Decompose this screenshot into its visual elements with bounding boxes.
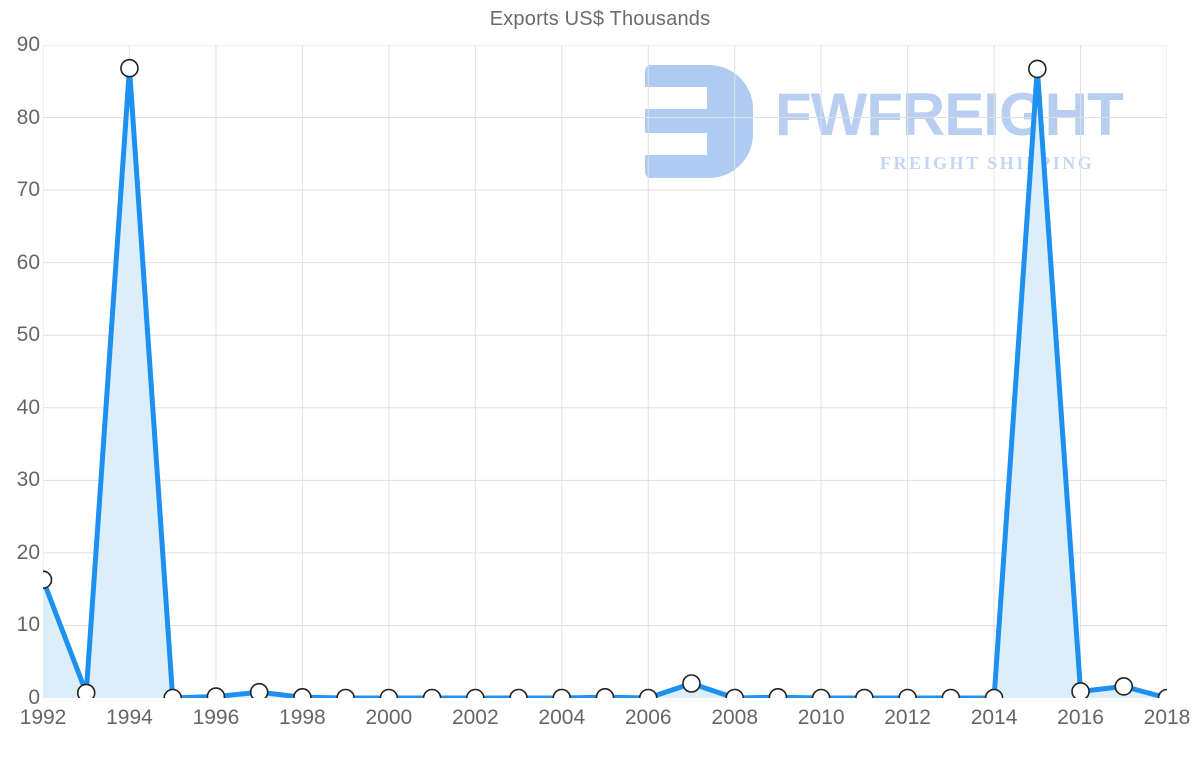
chart-title: Exports US$ Thousands [489, 8, 711, 30]
series-area-fill [43, 68, 1167, 698]
data-point-marker[interactable] [811, 688, 831, 699]
y-axis-tick-label: 30 [16, 468, 40, 492]
data-point-marker[interactable] [249, 682, 269, 698]
y-axis-tick-label: 10 [16, 613, 40, 637]
x-axis-tick-label: 1994 [106, 706, 153, 729]
data-point-marker[interactable] [725, 688, 744, 699]
data-point-marker[interactable] [509, 688, 528, 699]
data-point-marker[interactable] [120, 58, 139, 78]
x-axis-tick-label: 2018 [1143, 706, 1191, 729]
data-point-marker[interactable] [76, 683, 96, 698]
data-point-marker[interactable] [984, 688, 1004, 699]
plot-svg [43, 45, 1167, 698]
y-axis-tick-label: 70 [16, 178, 40, 202]
y-axis-tick-label: 90 [16, 33, 40, 56]
data-point-marker[interactable] [898, 688, 917, 699]
data-point-marker[interactable] [941, 688, 961, 699]
data-point-marker[interactable] [855, 688, 874, 699]
y-axis-tick-label: 0 [28, 686, 40, 709]
x-axis-tick-label: 2014 [970, 706, 1018, 729]
y-axis-tick-label: 60 [16, 250, 40, 274]
data-point-marker[interactable] [1071, 682, 1090, 698]
data-point-marker[interactable] [206, 687, 226, 698]
series-markers [43, 58, 1168, 699]
x-axis-tick-label: 2008 [711, 706, 759, 729]
data-point-marker[interactable] [379, 688, 399, 699]
data-point-marker[interactable] [43, 570, 53, 590]
y-axis-tick-label: 50 [16, 323, 40, 347]
data-point-marker[interactable] [552, 688, 572, 699]
data-point-marker[interactable] [1028, 59, 1047, 79]
x-axis-tick-label: 2012 [884, 706, 931, 729]
y-axis-tick-label: 40 [16, 395, 40, 419]
x-axis-tick-label: 2000 [365, 706, 413, 729]
data-point-marker[interactable] [638, 688, 658, 699]
grid-lines-horizontal [43, 45, 1167, 698]
data-point-marker[interactable] [422, 688, 442, 699]
data-point-marker[interactable] [1157, 688, 1168, 699]
x-axis-tick-label: 2006 [624, 706, 672, 729]
x-axis-tick-label: 1992 [19, 706, 67, 729]
data-point-marker[interactable] [336, 688, 355, 699]
data-point-marker[interactable] [1114, 677, 1134, 696]
data-point-marker[interactable] [595, 687, 615, 698]
data-point-marker[interactable] [163, 688, 182, 699]
x-axis-tick-label: 2004 [538, 706, 586, 729]
plot-area [43, 45, 1167, 698]
y-axis-tick-label: 20 [16, 540, 40, 564]
data-point-marker[interactable] [682, 674, 701, 693]
x-axis-tick-label: 2002 [451, 706, 499, 729]
data-point-marker[interactable] [293, 687, 312, 698]
x-axis-tick-label: 1996 [192, 706, 240, 729]
x-axis-tick-label: 1998 [279, 706, 326, 729]
data-point-marker[interactable] [768, 687, 788, 698]
x-axis-tick-label: 2016 [1057, 706, 1104, 729]
y-axis-tick-label: 80 [16, 105, 40, 129]
data-point-marker[interactable] [466, 688, 485, 699]
x-axis-tick-label: 2010 [797, 706, 845, 729]
